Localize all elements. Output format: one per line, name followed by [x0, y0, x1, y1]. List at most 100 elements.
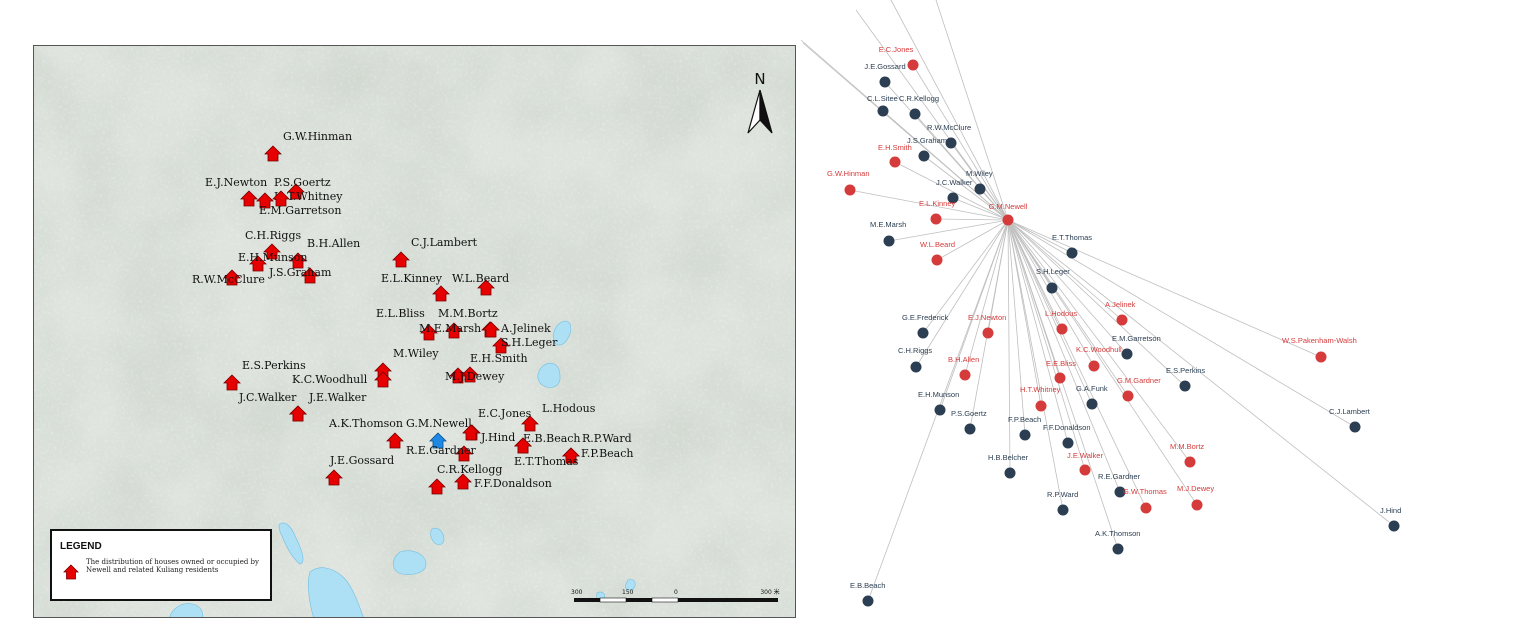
network-node[interactable] — [1086, 398, 1098, 410]
network-node[interactable] — [879, 76, 891, 88]
network-node-label: E.H.Smith — [878, 143, 912, 152]
network-node[interactable] — [1056, 323, 1068, 335]
network-node[interactable] — [1315, 351, 1327, 363]
network-node[interactable] — [1191, 499, 1203, 511]
network-node[interactable] — [964, 423, 976, 435]
network-node[interactable] — [910, 361, 922, 373]
house-label: E.L.Bliss — [376, 307, 425, 320]
network-node[interactable] — [1388, 520, 1400, 532]
network-node-label: J.C.Walker — [936, 178, 973, 187]
network-node[interactable] — [844, 184, 856, 196]
house-label: R.W.McClure — [192, 273, 265, 286]
network-node-label: M.Wiley — [966, 169, 993, 178]
network-node[interactable] — [934, 404, 946, 416]
scale-bar: 300 150 0 300 米 — [571, 588, 780, 603]
network-edges — [800, 0, 1395, 602]
network-node[interactable] — [959, 369, 971, 381]
newell-house-marker — [429, 432, 447, 449]
network-node[interactable] — [1057, 504, 1069, 516]
water-body — [625, 579, 636, 591]
network-node-label: E.H.Munson — [918, 390, 959, 399]
network-node[interactable] — [947, 192, 959, 204]
network-edge — [952, 197, 1009, 221]
water-body — [537, 363, 561, 388]
network-node[interactable] — [1112, 543, 1124, 555]
network-node[interactable] — [982, 327, 994, 339]
network-edge — [964, 219, 1009, 376]
network-edge — [894, 161, 1009, 221]
water-body — [430, 527, 445, 545]
house-label: C.H.Riggs — [245, 229, 301, 242]
scale-label-left: 300 — [571, 589, 583, 596]
network-node-label: M.M.Bortz — [1170, 442, 1204, 451]
network-node[interactable] — [1114, 486, 1126, 498]
house-label: S.H.Leger — [501, 336, 558, 349]
network-node[interactable] — [877, 105, 889, 117]
house-label: E.C.Jones — [478, 407, 532, 420]
network-node[interactable] — [1121, 348, 1133, 360]
house-marker — [562, 447, 580, 464]
network-node[interactable] — [1046, 282, 1058, 294]
network-node[interactable] — [889, 156, 901, 168]
network-node-label: G.A.Funk — [1076, 384, 1108, 393]
network-node[interactable] — [907, 59, 919, 71]
water-body — [308, 567, 364, 617]
house-label: R.E.Gardner — [406, 444, 477, 457]
house-label: K.C.Woodhull — [292, 373, 368, 386]
network-node-label: W.L.Beard — [920, 240, 955, 249]
network-node[interactable] — [1004, 467, 1016, 479]
newell-network-graph[interactable]: E.C.Jones J.E.Gossard C.L.Sitee C.R.Kellogg… — [796, 0, 1537, 630]
house-marker — [462, 424, 480, 441]
network-edge — [1007, 219, 1073, 254]
network-node[interactable] — [1116, 314, 1128, 326]
network-node[interactable] — [1062, 437, 1074, 449]
network-node-label: C.R.Kellogg — [899, 94, 939, 103]
network-node-label: F.F.Donaldson — [1043, 423, 1091, 432]
network-edge — [1007, 219, 1198, 506]
network-node-label: F.P.Beach — [1008, 415, 1041, 424]
network-node[interactable] — [1019, 429, 1031, 441]
network-node-label: C.H.Riggs — [898, 346, 932, 355]
network-node[interactable] — [862, 595, 874, 607]
map-canvas[interactable]: G.W.Hinman E.J.Newton P.S.GoertzH.T.Whitne… — [34, 46, 796, 618]
network-node[interactable] — [1035, 400, 1047, 412]
house-label: E.T.Thomas — [514, 455, 579, 468]
network-edge — [882, 110, 1009, 221]
network-node[interactable] — [1179, 380, 1191, 392]
network-node[interactable] — [945, 137, 957, 149]
house-label: E.M.Garretson — [259, 204, 341, 217]
network-node-label: E.E.Bliss — [1046, 359, 1076, 368]
kuliang-house-map[interactable]: G.W.Hinman E.J.Newton P.S.Goertz H.T.Whitne… — [33, 45, 796, 618]
network-edge — [979, 188, 1009, 221]
network-node[interactable] — [1349, 421, 1361, 433]
network-node-label: E.M.Garretson — [1112, 334, 1161, 343]
house-label: C.J.Lambert — [411, 236, 478, 249]
network-node[interactable] — [930, 213, 942, 225]
network-node[interactable] — [1079, 464, 1091, 476]
legend-title: LEGEND — [60, 541, 102, 552]
network-node[interactable] — [1122, 390, 1134, 402]
network-center-node[interactable] — [1002, 214, 1014, 226]
network-node[interactable] — [1184, 456, 1196, 468]
legend-description: The distribution of houses owned or occu… — [86, 558, 259, 574]
network-node[interactable] — [1066, 247, 1078, 259]
network-node[interactable] — [1140, 502, 1152, 514]
network-node[interactable] — [1088, 360, 1100, 372]
network-node[interactable] — [909, 108, 921, 120]
network-node[interactable] — [883, 235, 895, 247]
network-node[interactable] — [931, 254, 943, 266]
house-marker — [240, 190, 258, 207]
network-edge — [936, 219, 1009, 261]
map-legend: LEGEND The distribution of houses owned … — [50, 529, 272, 601]
house-marker — [289, 405, 307, 422]
network-edge — [1007, 219, 1186, 387]
network-node[interactable] — [974, 183, 986, 195]
network-node[interactable] — [918, 150, 930, 162]
house-label: W.L.Beard — [452, 272, 509, 285]
house-label: F.F.Donaldson — [474, 477, 552, 490]
network-node[interactable] — [1054, 372, 1066, 384]
network-node[interactable] — [917, 327, 929, 339]
house-markers: G.W.Hinman E.J.Newton P.S.GoertzH.T.Whitne… — [192, 130, 633, 495]
network-edge — [1007, 219, 1093, 405]
network-node-label: K.C.Woodhull — [1076, 345, 1122, 354]
